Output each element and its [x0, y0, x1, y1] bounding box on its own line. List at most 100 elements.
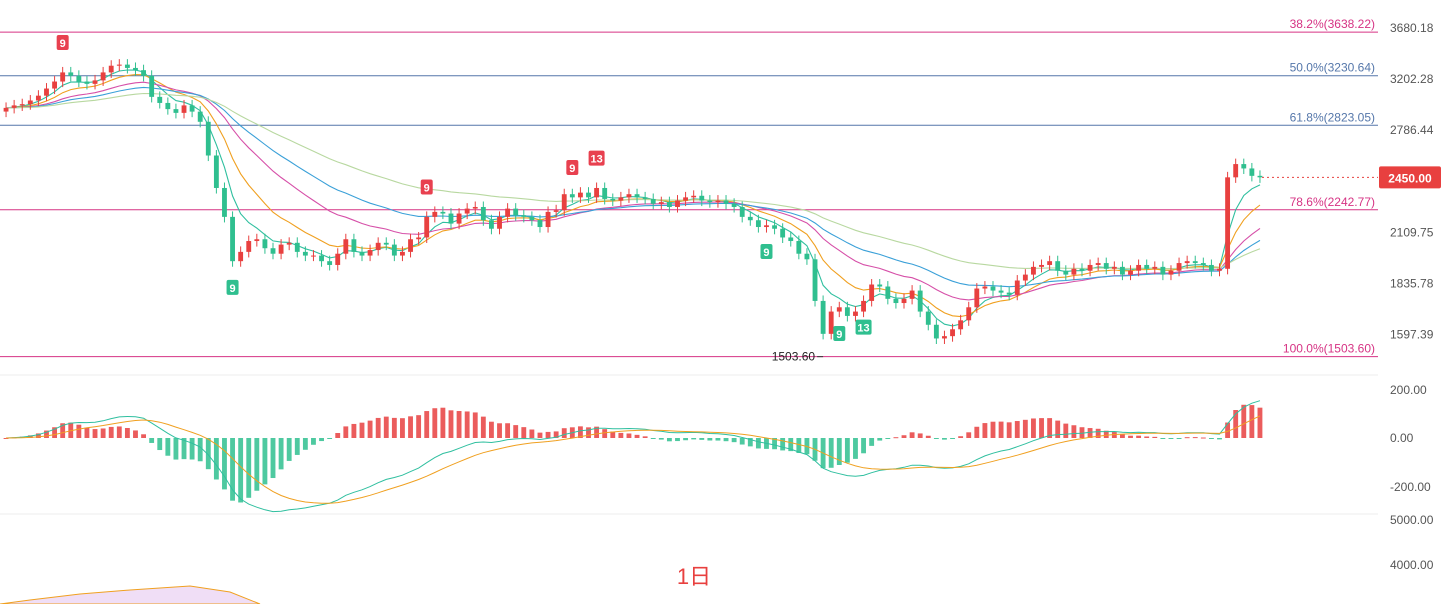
candle-up[interactable]	[869, 284, 875, 301]
candle-down[interactable]	[812, 259, 818, 301]
candle-down[interactable]	[302, 251, 308, 256]
candle-up[interactable]	[715, 200, 721, 203]
candle-up[interactable]	[367, 250, 373, 256]
candle-down[interactable]	[1192, 261, 1198, 264]
price-axis[interactable]: 3680.18 3202.28 2786.44 2109.75 1835.78 1597.…	[1262, 21, 1441, 572]
candle-down[interactable]	[731, 203, 737, 207]
candle-up[interactable]	[577, 192, 583, 198]
candle-up[interactable]	[853, 311, 858, 316]
candle-up[interactable]	[942, 336, 947, 339]
candle-down[interactable]	[755, 220, 761, 228]
candle-up[interactable]	[594, 187, 600, 198]
candle-down[interactable]	[1063, 270, 1069, 275]
candle-down[interactable]	[68, 72, 74, 76]
candle-down[interactable]	[270, 248, 276, 254]
candle-down[interactable]	[1055, 261, 1061, 271]
candle-down[interactable]	[925, 311, 931, 325]
candle-down[interactable]	[213, 155, 219, 188]
candle-up[interactable]	[1087, 264, 1093, 271]
candle-down[interactable]	[1160, 266, 1166, 275]
candle-down[interactable]	[586, 192, 591, 198]
candle-up[interactable]	[44, 88, 49, 96]
candle-down[interactable]	[189, 105, 195, 112]
candle-down[interactable]	[165, 102, 171, 110]
candle-up[interactable]	[626, 194, 632, 198]
candle-down[interactable]	[1200, 263, 1206, 265]
candle-down[interactable]	[666, 202, 672, 207]
candle-down[interactable]	[707, 200, 713, 203]
candle-up[interactable]	[35, 95, 41, 101]
candle-down[interactable]	[893, 298, 899, 304]
candle-up[interactable]	[254, 239, 260, 242]
candle-up[interactable]	[472, 206, 478, 209]
candle-down[interactable]	[998, 290, 1004, 293]
candle-up[interactable]	[982, 286, 988, 289]
candle-down[interactable]	[205, 121, 211, 156]
candle-down[interactable]	[1103, 263, 1109, 269]
fib-retracement[interactable]: 38.2%(3638.22) 50.0%(3230.64) 61.8%(2823.0…	[0, 17, 1378, 358]
candle-down[interactable]	[788, 237, 794, 242]
candle-down[interactable]	[1241, 164, 1247, 169]
candle-up[interactable]	[116, 64, 122, 66]
candle-up[interactable]	[497, 216, 502, 229]
candle-down[interactable]	[480, 206, 486, 221]
candle-up[interactable]	[1233, 164, 1239, 178]
candle-up[interactable]	[553, 210, 559, 212]
candle-up[interactable]	[108, 65, 114, 73]
candle-up[interactable]	[1039, 264, 1044, 267]
candle-up[interactable]	[375, 242, 381, 251]
candle-down[interactable]	[327, 261, 333, 265]
candle-down[interactable]	[173, 109, 179, 113]
candle-down[interactable]	[448, 213, 454, 224]
timeframe-label[interactable]: 1日	[677, 564, 711, 589]
candle-up[interactable]	[416, 237, 422, 240]
candle-up[interactable]	[958, 320, 964, 330]
candle-up[interactable]	[966, 307, 972, 321]
candle-up[interactable]	[1184, 261, 1190, 264]
candle-up[interactable]	[505, 208, 511, 217]
candle-up[interactable]	[3, 107, 9, 112]
candle-up[interactable]	[400, 251, 405, 256]
candle-down[interactable]	[230, 216, 235, 262]
candle-down[interactable]	[933, 324, 939, 339]
candle-up[interactable]	[1022, 274, 1028, 281]
candle-up[interactable]	[658, 202, 664, 204]
candle-up[interactable]	[1176, 263, 1182, 271]
candle-up[interactable]	[238, 251, 244, 262]
candle-down[interactable]	[222, 187, 227, 217]
candle-down[interactable]	[1006, 292, 1012, 295]
candle-up[interactable]	[1128, 270, 1133, 275]
current-price-badge[interactable]	[1379, 166, 1441, 189]
candle-down[interactable]	[885, 286, 891, 299]
candle-up[interactable]	[974, 288, 980, 308]
candle-down[interactable]	[642, 197, 648, 199]
candle-down[interactable]	[1079, 268, 1085, 271]
candle-up[interactable]	[1071, 268, 1077, 275]
candle-down[interactable]	[804, 253, 810, 260]
candle-down[interactable]	[772, 225, 777, 229]
candle-down[interactable]	[796, 241, 802, 254]
candle-down[interactable]	[76, 75, 82, 82]
candle-down[interactable]	[602, 187, 608, 199]
candle-up[interactable]	[1031, 266, 1036, 275]
candle-up[interactable]	[19, 104, 25, 106]
candle-down[interactable]	[124, 64, 130, 68]
candle-down[interactable]	[1120, 266, 1125, 275]
candle-down[interactable]	[149, 75, 155, 97]
candle-up[interactable]	[424, 216, 430, 238]
candle-down[interactable]	[569, 194, 575, 198]
candle-down[interactable]	[1144, 264, 1150, 269]
candle-up[interactable]	[1136, 264, 1142, 271]
candle-up[interactable]	[1047, 261, 1053, 265]
candlesticks[interactable]	[3, 59, 1263, 345]
candle-down[interactable]	[844, 307, 850, 316]
candle-down[interactable]	[440, 211, 446, 214]
candle-down[interactable]	[1249, 168, 1255, 176]
candle-up[interactable]	[1152, 266, 1158, 269]
candle-up[interactable]	[1217, 268, 1222, 271]
candle-down[interactable]	[610, 198, 616, 201]
candle-down[interactable]	[513, 208, 519, 216]
candle-up[interactable]	[561, 194, 567, 211]
